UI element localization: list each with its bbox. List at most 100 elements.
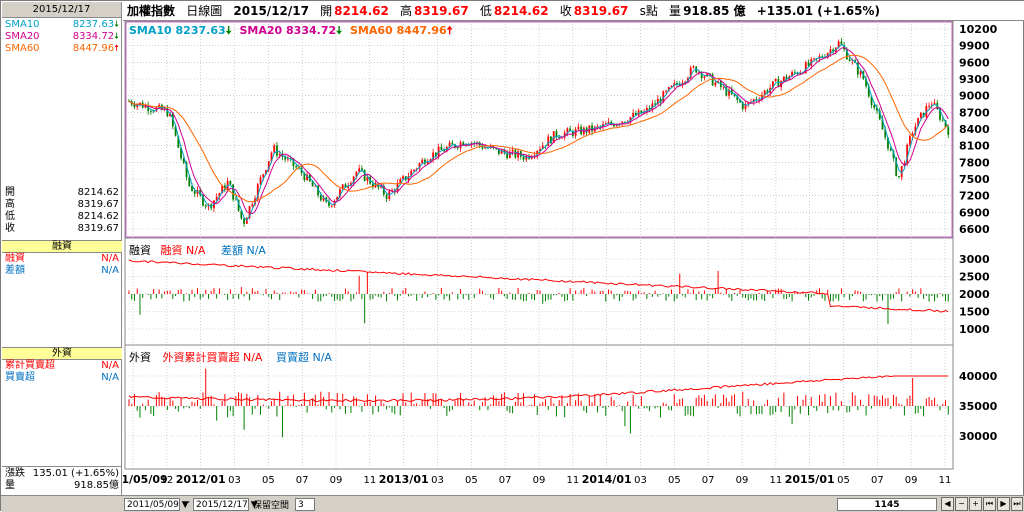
candle-body bbox=[624, 121, 626, 123]
x-tick-label: 05 bbox=[837, 475, 850, 486]
candle-body bbox=[355, 171, 358, 177]
candle-body bbox=[319, 195, 322, 201]
x-tick-label: 2012/01 bbox=[176, 473, 226, 486]
start-date-picker[interactable]: 2011/05/09 ▼ bbox=[124, 498, 189, 511]
x-tick-label: 07 bbox=[871, 475, 884, 486]
candle-body bbox=[484, 147, 487, 149]
volume-label: 量 bbox=[5, 480, 15, 491]
zoom-in-icon[interactable]: + bbox=[969, 497, 982, 511]
candle-body bbox=[596, 126, 599, 128]
sma-legend: SMA10 8237.63🠇 SMA20 8334.72🠇 SMA60 8447… bbox=[129, 22, 453, 41]
candle-body bbox=[328, 201, 330, 206]
candle-body bbox=[407, 176, 410, 180]
scroll-left-icon[interactable]: ◀ bbox=[941, 497, 954, 511]
zoom-out-icon[interactable]: − bbox=[955, 497, 968, 511]
candle-body bbox=[895, 157, 898, 176]
x-tick-label: 11 bbox=[363, 475, 376, 486]
candle-body bbox=[832, 49, 835, 53]
candle-body bbox=[604, 123, 607, 125]
candle-body bbox=[234, 199, 237, 201]
candle-body bbox=[919, 112, 922, 118]
candle-body bbox=[465, 143, 467, 146]
candle-body bbox=[174, 126, 177, 136]
candle-body bbox=[736, 95, 739, 100]
arrow-up-icon: 🠅 bbox=[446, 24, 453, 37]
price-tick-label: 9900 bbox=[959, 40, 990, 53]
margin-diff-row: 差額 N/A bbox=[2, 265, 122, 277]
candle-body bbox=[914, 126, 917, 134]
candle-body bbox=[941, 119, 944, 121]
margin-balance-line bbox=[128, 259, 949, 313]
candle-body bbox=[667, 87, 670, 91]
candle-body bbox=[728, 89, 730, 96]
candle-body bbox=[626, 122, 629, 124]
candle-body bbox=[418, 163, 421, 169]
price-tick-label: 7200 bbox=[959, 190, 990, 203]
candle-body bbox=[454, 144, 456, 148]
arrow-down-icon: 🠇 bbox=[225, 24, 232, 37]
open-header-label: 開 bbox=[320, 4, 333, 18]
foreign-section: 外資 累計買賣超 N/A 買賣超 N/A bbox=[2, 347, 122, 384]
open-label: 開 bbox=[5, 187, 15, 198]
candle-body bbox=[429, 159, 432, 162]
candle-body bbox=[733, 94, 736, 96]
high-header-label: 高 bbox=[400, 4, 413, 18]
margin-diff-label: 差額 bbox=[5, 265, 25, 276]
candle-body bbox=[772, 81, 774, 88]
candle-body bbox=[350, 183, 352, 186]
end-date-picker[interactable]: 2015/12/17 ▼ bbox=[193, 498, 258, 511]
margin-diff-value: N/A bbox=[101, 265, 119, 276]
candle-body bbox=[380, 185, 382, 188]
header-date: 2015/12/17 bbox=[233, 4, 309, 18]
open-value: 8214.62 bbox=[77, 187, 119, 198]
foreign-panel-frame bbox=[124, 344, 954, 470]
price-tick-label: 9000 bbox=[959, 90, 990, 103]
candle-body bbox=[550, 136, 552, 144]
reserve-space-input[interactable]: 3 bbox=[295, 498, 315, 511]
scroll-right-icon[interactable]: ▶ bbox=[997, 497, 1010, 511]
chart-type[interactable]: 日線圖 bbox=[186, 4, 223, 18]
x-tick-label: 09 bbox=[330, 475, 343, 486]
x-tick-label: 05 bbox=[262, 475, 275, 486]
first-page-icon[interactable]: ⏮ bbox=[983, 497, 996, 511]
x-tick-label: 07 bbox=[499, 475, 512, 486]
candle-body bbox=[300, 167, 303, 174]
candle-body bbox=[265, 170, 267, 175]
margin-tick-label: 1000 bbox=[959, 323, 990, 336]
candle-body bbox=[517, 151, 519, 158]
candle-body bbox=[892, 150, 895, 158]
candle-body bbox=[371, 183, 374, 188]
arrow-down-icon: 🠇 bbox=[114, 32, 119, 42]
candle-body bbox=[725, 86, 728, 96]
candle-body bbox=[739, 99, 741, 103]
volume-header-value: 918.85 億 bbox=[683, 4, 746, 18]
foreign-cum-value: N/A bbox=[101, 360, 119, 371]
candle-body bbox=[169, 113, 171, 117]
chevron-down-icon: ▼ bbox=[247, 500, 258, 510]
candle-body bbox=[648, 107, 651, 110]
candle-body bbox=[256, 184, 259, 199]
candle-body bbox=[333, 200, 336, 206]
x-tick-label: 09 bbox=[736, 475, 749, 486]
candle-body bbox=[382, 185, 385, 195]
candle-body bbox=[859, 71, 862, 75]
x-tick-label: 09 bbox=[905, 475, 918, 486]
foreign-legend: 外資 外資累計買賣超 N/A 買賣超 N/A bbox=[129, 349, 332, 365]
candle-body bbox=[856, 62, 859, 75]
candle-body bbox=[933, 102, 936, 105]
candle-body bbox=[539, 149, 541, 151]
candle-body bbox=[341, 184, 344, 190]
candle-body bbox=[711, 74, 714, 86]
candle-body bbox=[730, 89, 733, 95]
candle-body bbox=[714, 82, 717, 86]
candle-body bbox=[352, 176, 355, 184]
candle-body bbox=[166, 108, 169, 117]
candle-body bbox=[558, 137, 561, 139]
last-page-icon[interactable]: ⏭ bbox=[1011, 497, 1023, 511]
candle-body bbox=[306, 174, 308, 181]
candle-body bbox=[722, 86, 725, 88]
candle-body bbox=[939, 109, 941, 120]
price-tick-label: 6900 bbox=[959, 206, 990, 219]
price-tick-label: 8400 bbox=[959, 123, 990, 136]
